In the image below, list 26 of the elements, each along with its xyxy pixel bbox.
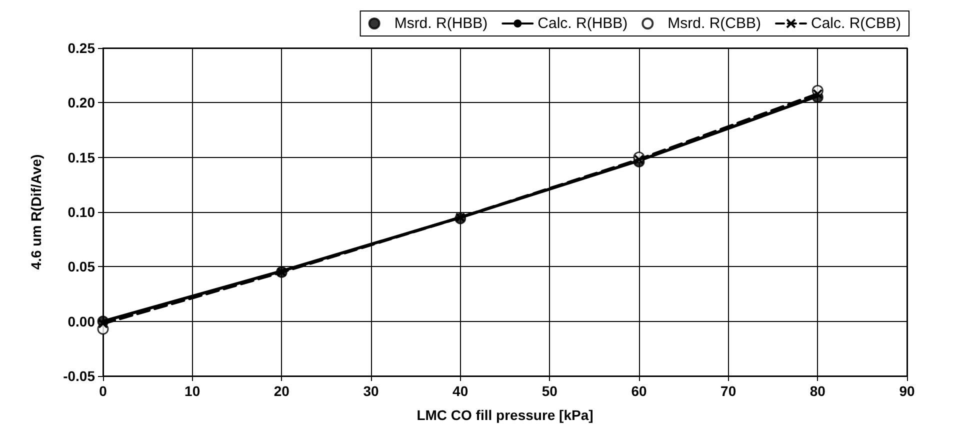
y-tick-label: 0.10	[68, 204, 96, 220]
legend-label: Msrd. R(CBB)	[668, 15, 762, 32]
x-tick-label: 50	[542, 383, 558, 399]
x-tick-label: 30	[363, 383, 379, 399]
x-tick-label: 0	[99, 383, 108, 399]
x-tick-label: 80	[810, 383, 826, 399]
y-tick-label: 0.00	[68, 313, 96, 330]
x-tick-label: 90	[899, 383, 915, 399]
y-axis-title: 4.6 um R(Dif/Ave)	[28, 154, 44, 270]
legend-label: Calc. R(CBB)	[810, 15, 902, 32]
point	[634, 154, 644, 165]
x-tick-label: 20	[274, 383, 290, 399]
x-tick-label: 60	[631, 383, 647, 399]
y-tick-label: 0.05	[68, 258, 96, 275]
y-tick-label: 0.15	[68, 149, 96, 166]
y-tick-label: 0.25	[68, 40, 96, 56]
y-tick-label: -0.05	[63, 368, 96, 384]
legend-label: Calc. R(HBB)	[538, 15, 628, 32]
x-axis-title: LMC CO fill pressure [kPa]	[416, 407, 594, 423]
point	[812, 88, 823, 99]
point	[98, 318, 108, 329]
x-tick-label: 40	[452, 383, 468, 399]
x-tick-label: 10	[184, 383, 200, 399]
legend-label: Msrd. R(HBB)	[394, 15, 488, 32]
x-tick-label: 70	[720, 383, 736, 399]
y-tick-label: 0.20	[68, 94, 96, 111]
